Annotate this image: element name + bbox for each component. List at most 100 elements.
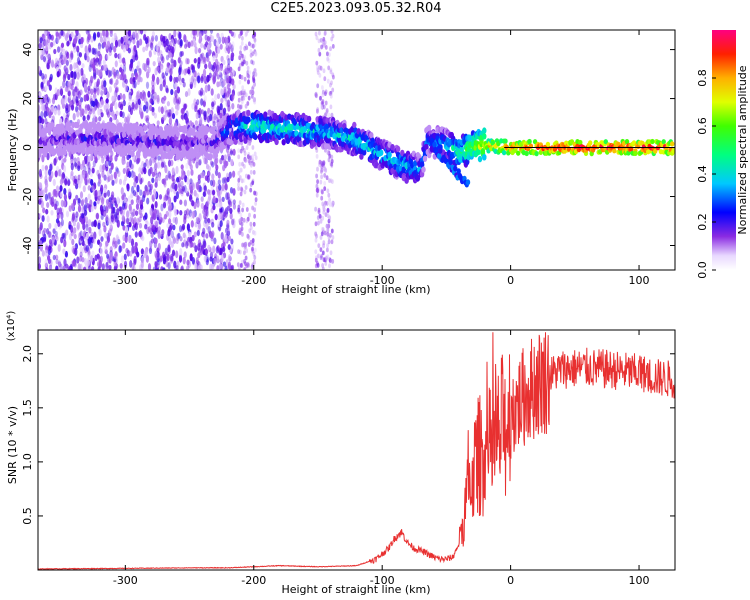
spectrogram-noise-cell — [317, 47, 321, 53]
spectrogram-noise-cell — [157, 50, 161, 57]
spectrogram-noise-cell — [251, 34, 255, 39]
spectrogram-noise-cell — [202, 227, 206, 235]
spectrogram-noise-cell — [104, 249, 108, 255]
spectrogram-noise-cell — [130, 199, 134, 205]
spectrogram-noise-cell — [314, 206, 317, 212]
spectrogram-noise-cell — [38, 169, 43, 178]
spectrogram-noise-cell — [247, 174, 250, 180]
spectrogram-noise-cell — [253, 37, 257, 43]
spectrogram-noise-cell — [211, 161, 215, 168]
spectrogram-noise-cell — [162, 178, 167, 186]
spectrogram-noise-cell — [237, 186, 241, 192]
spectrogram-noise-cell — [146, 69, 150, 77]
spectrogram-noise-cell — [156, 209, 160, 218]
spectrogram-noise-cell — [114, 39, 119, 48]
spectrogram-ridge-cell — [319, 138, 324, 145]
spectrogram-noise-cell — [178, 31, 182, 40]
spectrogram-noise-cell — [227, 99, 231, 108]
spectrogram-noise-cell — [223, 86, 227, 93]
spectrogram-noise-cell — [199, 31, 203, 37]
spectrogram-noise-cell — [251, 90, 255, 95]
spectrogram-noise-cell — [157, 232, 161, 239]
spectrogram-noise-cell — [85, 216, 89, 224]
spectrogram-noise-cell — [203, 157, 207, 165]
spectrogram-noise-cell — [99, 247, 103, 256]
spectrogram-noise-cell — [331, 200, 334, 206]
spectrogram-noise-cell — [131, 262, 135, 270]
spectrogram-noise-cell — [191, 256, 195, 265]
spectrogram-noise-cell — [253, 255, 257, 260]
spectrogram-ridge-cell — [148, 133, 154, 140]
spectrogram-noise-cell — [121, 111, 125, 119]
spectrogram-noise-cell — [198, 242, 202, 248]
spectrogram-noise-cell — [138, 222, 143, 229]
spectrogram-noise-cell — [114, 154, 118, 162]
spectrogram-noise-cell — [201, 171, 205, 179]
spectrogram-noise-cell — [186, 191, 190, 197]
spectrogram-noise-cell — [326, 188, 330, 194]
spectrogram-noise-cell — [153, 213, 157, 220]
spectrogram-noise-cell — [48, 192, 52, 199]
spectrogram-noise-cell — [249, 52, 253, 58]
spectrogram-noise-cell — [204, 30, 208, 36]
spectrogram-noise-cell — [86, 55, 90, 63]
spectrogram-noise-cell — [206, 115, 211, 123]
spectrogram-noise-cell — [170, 159, 174, 167]
spectrogram-noise-cell — [216, 32, 220, 39]
spectrogram-noise-cell — [98, 32, 103, 38]
spectrogram-noise-cell — [199, 30, 203, 35]
spectrogram-noise-cell — [108, 197, 112, 203]
spectrogram-noise-cell — [87, 85, 91, 92]
spectrogram-ridge-cell — [205, 126, 210, 133]
spectrogram-noise-cell — [243, 55, 247, 60]
spectrogram-ridge-cell — [281, 139, 286, 146]
spectrogram-noise-cell — [157, 155, 161, 161]
spectrogram-ridge-cell — [532, 139, 538, 145]
spectrogram-noise-cell — [321, 92, 325, 98]
spectrogram-noise-cell — [198, 158, 202, 166]
spectrogram-noise-cell — [173, 59, 177, 68]
spectrogram-noise-cell — [43, 73, 48, 80]
spectrogram-noise-cell — [57, 46, 61, 53]
spectrogram-noise-cell — [45, 208, 49, 215]
chart-title: C2E5.2023.093.05.32.R04 — [270, 1, 442, 16]
spectrogram-noise-cell — [137, 173, 142, 181]
spectrogram-noise-cell — [117, 170, 121, 178]
spectrogram-noise-cell — [97, 50, 101, 57]
spectrogram-noise-cell — [140, 259, 144, 269]
spectrogram-noise-cell — [212, 76, 216, 85]
spectrogram-noise-cell — [241, 85, 245, 90]
spectrogram-noise-cell — [181, 107, 185, 114]
spectrogram-noise-cell — [203, 56, 207, 64]
spectrogram-noise-cell — [109, 78, 113, 85]
spectrogram-noise-cell — [52, 228, 56, 234]
spectrogram-noise-cell — [166, 101, 170, 107]
spectrogram-noise-cell — [99, 164, 103, 173]
spectrogram-noise-cell — [167, 262, 171, 270]
spectrogram-ridge-cell — [603, 139, 608, 145]
spectrogram-noise-cell — [166, 187, 170, 195]
spectrogram-ridge-cell — [404, 177, 409, 184]
spectrogram-noise-cell — [136, 156, 140, 164]
spectrogram-noise-cell — [38, 91, 42, 98]
spectrogram-noise-cell — [214, 213, 218, 221]
spectrogram-noise-cell — [77, 174, 81, 181]
spectrogram-noise-cell — [239, 45, 243, 51]
spectrogram-noise-cell — [159, 77, 163, 85]
spectrogram-noise-cell — [76, 50, 81, 57]
spectrogram-noise-cell — [246, 233, 250, 239]
spectrogram-noise-cell — [120, 255, 124, 264]
spectrogram-noise-cell — [151, 31, 155, 38]
spectrogram-noise-cell — [148, 188, 153, 196]
spectrogram-noise-cell — [217, 46, 221, 54]
spectrogram-noise-cell — [111, 66, 115, 75]
spectrogram-noise-cell — [97, 195, 101, 201]
spectrogram-noise-cell — [315, 192, 319, 198]
spectrogram-noise-cell — [240, 90, 244, 96]
spectrogram-noise-cell — [175, 237, 179, 245]
spectrogram-noise-cell — [121, 58, 125, 64]
spectrogram-noise-cell — [98, 85, 102, 92]
spectrogram-noise-cell — [66, 40, 70, 47]
